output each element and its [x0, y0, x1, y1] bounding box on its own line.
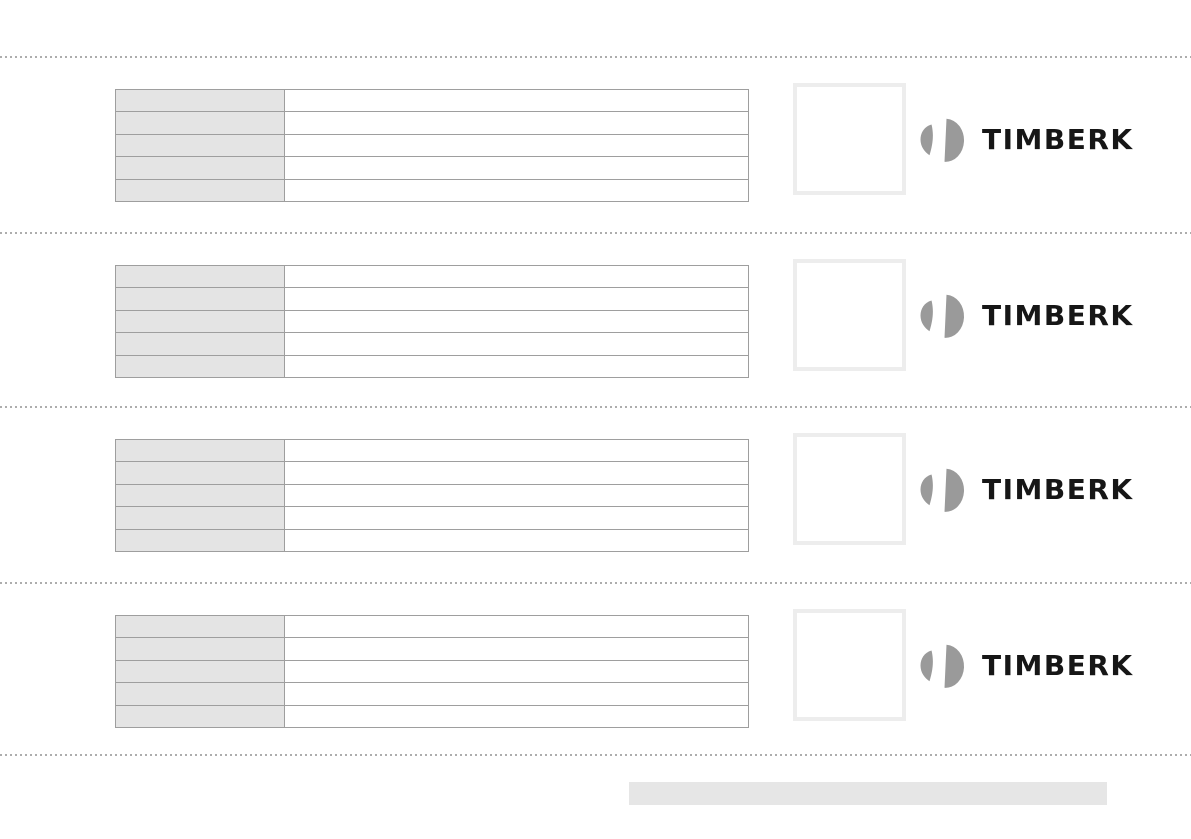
- table-value-cell: [284, 178, 749, 203]
- table-row: [115, 309, 749, 334]
- table-row: [115, 287, 749, 311]
- timberk-wordmark: TIMBERK: [982, 649, 1134, 682]
- warranty-card-section: TIMBERK: [0, 57, 1191, 233]
- cut-line: [0, 56, 1191, 58]
- table-row: [115, 659, 749, 684]
- timberk-wordmark: TIMBERK: [982, 299, 1134, 332]
- table-value-cell: [284, 637, 749, 661]
- cut-line: [0, 232, 1191, 234]
- table-value-cell: [284, 264, 749, 289]
- table-value-cell: [284, 287, 749, 311]
- table-row: [115, 704, 749, 729]
- stamp-box: [793, 609, 906, 721]
- table-value-cell: [284, 461, 749, 485]
- cut-line: [0, 582, 1191, 584]
- table-row: [115, 111, 749, 135]
- brand-logo: TIMBERK: [920, 643, 1134, 689]
- table-row: [115, 483, 749, 508]
- table-value-cell: [284, 111, 749, 135]
- table-label-cell: [115, 309, 285, 334]
- table-label-cell: [115, 438, 285, 463]
- table-row: [115, 156, 749, 180]
- table-label-cell: [115, 88, 285, 113]
- stamp-box: [793, 259, 906, 371]
- table-value-cell: [284, 156, 749, 180]
- table-label-cell: [115, 354, 285, 379]
- timberk-wordmark: TIMBERK: [982, 473, 1134, 506]
- warranty-table: [115, 264, 749, 379]
- table-row: [115, 264, 749, 289]
- stamp-box: [793, 433, 906, 545]
- table-row: [115, 88, 749, 113]
- footer-bar: [629, 782, 1107, 805]
- table-value-cell: [284, 332, 749, 356]
- brand-logo: TIMBERK: [920, 117, 1134, 163]
- table-label-cell: [115, 461, 285, 485]
- table-value-cell: [284, 614, 749, 639]
- timberk-wordmark: TIMBERK: [982, 123, 1134, 156]
- timberk-logo-icon: [920, 468, 965, 512]
- table-value-cell: [284, 133, 749, 158]
- warranty-table: [115, 88, 749, 203]
- cut-line: [0, 754, 1191, 756]
- table-value-cell: [284, 354, 749, 379]
- table-label-cell: [115, 483, 285, 508]
- table-value-cell: [284, 506, 749, 530]
- table-row: [115, 354, 749, 379]
- table-label-cell: [115, 111, 285, 135]
- table-row: [115, 133, 749, 158]
- table-row: [115, 438, 749, 463]
- table-row: [115, 178, 749, 203]
- table-label-cell: [115, 332, 285, 356]
- table-label-cell: [115, 614, 285, 639]
- table-row: [115, 637, 749, 661]
- warranty-card-section: TIMBERK: [0, 407, 1191, 583]
- table-label-cell: [115, 287, 285, 311]
- table-row: [115, 332, 749, 356]
- table-label-cell: [115, 506, 285, 530]
- table-value-cell: [284, 528, 749, 553]
- timberk-logo-icon: [920, 294, 965, 338]
- table-label-cell: [115, 264, 285, 289]
- table-label-cell: [115, 637, 285, 661]
- table-label-cell: [115, 156, 285, 180]
- timberk-logo-icon: [920, 644, 965, 688]
- brand-logo: TIMBERK: [920, 293, 1134, 339]
- table-row: [115, 682, 749, 706]
- timberk-logo-icon: [920, 118, 965, 162]
- table-row: [115, 461, 749, 485]
- table-label-cell: [115, 178, 285, 203]
- table-value-cell: [284, 438, 749, 463]
- table-label-cell: [115, 133, 285, 158]
- brand-logo: TIMBERK: [920, 467, 1134, 513]
- table-value-cell: [284, 483, 749, 508]
- stamp-box: [793, 83, 906, 195]
- table-value-cell: [284, 704, 749, 729]
- warranty-card-section: TIMBERK: [0, 233, 1191, 409]
- table-label-cell: [115, 528, 285, 553]
- warranty-table: [115, 614, 749, 729]
- warranty-card-section: TIMBERK: [0, 583, 1191, 759]
- warranty-table: [115, 438, 749, 553]
- cut-line: [0, 406, 1191, 408]
- table-value-cell: [284, 309, 749, 334]
- table-label-cell: [115, 704, 285, 729]
- table-label-cell: [115, 682, 285, 706]
- table-row: [115, 614, 749, 639]
- table-label-cell: [115, 659, 285, 684]
- table-value-cell: [284, 659, 749, 684]
- table-value-cell: [284, 88, 749, 113]
- table-row: [115, 528, 749, 553]
- table-value-cell: [284, 682, 749, 706]
- table-row: [115, 506, 749, 530]
